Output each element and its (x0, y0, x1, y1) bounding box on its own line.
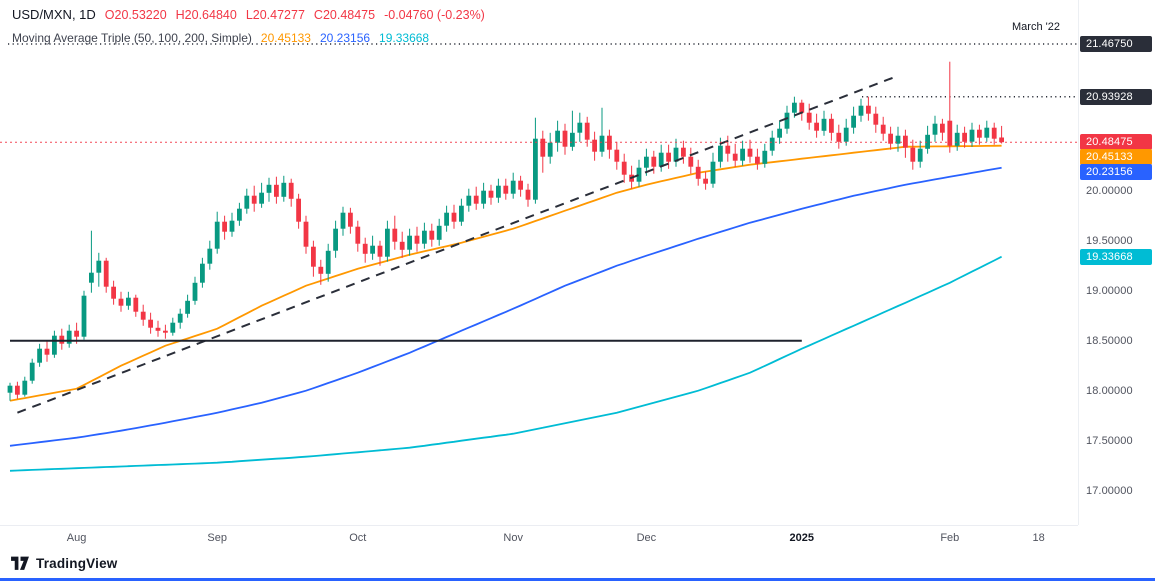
time-axis-label: 18 (1032, 532, 1045, 544)
ohlc-change: -0.04760 (-0.23%) (384, 8, 485, 22)
candlestick-chart[interactable] (0, 0, 1078, 525)
bottom-accent-bar (0, 578, 1155, 581)
price-badge-march22-level: 21.46750 (1080, 36, 1152, 52)
legend-indicator-row: Moving Average Triple (50, 100, 200, Sim… (12, 31, 485, 45)
ohlc-high: H20.64840 (175, 8, 237, 22)
price-axis-label: 17.00000 (1086, 484, 1133, 497)
indicator-value-ma100: 20.23156 (319, 31, 371, 45)
ohlc-close: C20.48475 (313, 8, 376, 22)
price-axis[interactable]: 20.00000 19.50000 19.00000 18.50000 18.00000… (1078, 0, 1155, 525)
price-axis-label: 18.00000 (1086, 384, 1133, 397)
price-badge-ma200: 19.33668 (1080, 249, 1152, 266)
chart-canvas[interactable]: USD/MXN, 1D O20.53220 H20.64840 L20.4727… (0, 0, 1078, 525)
tradingview-logo-text: TradingView (36, 555, 118, 571)
ohlc-low: L20.47277 (245, 8, 305, 22)
time-axis-label: Sep (207, 532, 227, 544)
price-axis-label: 19.00000 (1086, 284, 1133, 297)
time-axis-label: Feb (940, 532, 960, 544)
price-axis-label: 18.50000 (1086, 334, 1133, 347)
time-axis-label: Nov (503, 532, 523, 544)
indicator-value-ma50: 20.45133 (260, 31, 311, 45)
legend-symbol-row: USD/MXN, 1D O20.53220 H20.64840 L20.4727… (12, 7, 485, 22)
annotation-march-22[interactable]: March '22 (1012, 21, 1060, 33)
price-badge-ma100: 20.23156 (1080, 164, 1152, 181)
indicator-value-ma200: 19.33668 (379, 31, 430, 45)
time-axis[interactable]: Aug Sep Oct Nov Dec 2025 Feb 18 (0, 525, 1078, 551)
time-axis-label: Oct (349, 532, 367, 544)
symbol-title[interactable]: USD/MXN, 1D (12, 7, 96, 22)
price-axis-label: 20.00000 (1086, 184, 1133, 197)
price-axis-label: 19.50000 (1086, 234, 1133, 247)
tradingview-logo[interactable]: TradingView (10, 551, 117, 575)
time-axis-label: 2025 (789, 532, 815, 544)
price-badge-prior-high: 20.93928 (1080, 88, 1152, 105)
price-badge-last-price: 20.48475 (1080, 134, 1152, 151)
ohlc-open: O20.53220 (104, 8, 167, 22)
time-axis-label: Dec (636, 532, 657, 544)
time-axis-label: Aug (66, 532, 87, 544)
indicator-title[interactable]: Moving Average Triple (50, 100, 200, Sim… (12, 31, 252, 45)
legend: USD/MXN, 1D O20.53220 H20.64840 L20.4727… (12, 7, 485, 45)
price-badge-ma50: 20.45133 (1080, 149, 1152, 166)
tradingview-logo-icon (10, 555, 30, 571)
price-axis-label: 17.50000 (1086, 434, 1133, 447)
